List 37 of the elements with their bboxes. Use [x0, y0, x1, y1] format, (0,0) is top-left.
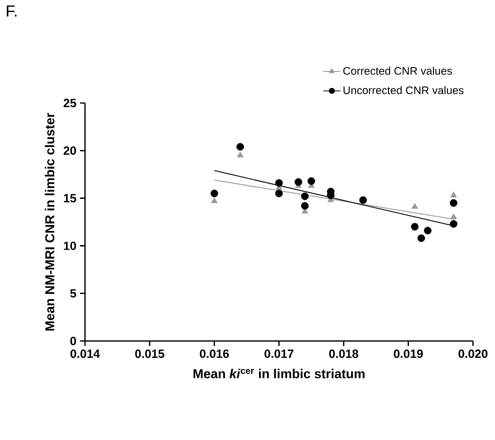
- y-axis-title: Mean NM-MRI CNR in limbic cluster: [44, 112, 54, 331]
- point: [450, 192, 457, 198]
- x-tick-label: 0.014: [70, 350, 100, 358]
- x-tick-label: 0.019: [394, 350, 423, 358]
- point: [275, 190, 283, 198]
- point: [417, 234, 426, 242]
- point: [308, 177, 316, 185]
- point: [236, 152, 244, 158]
- point: [359, 196, 367, 204]
- point: [450, 213, 457, 220]
- point: [236, 143, 244, 151]
- y-tick-label: 20: [64, 146, 76, 155]
- legend-label: Uncorrected CNR values: [344, 86, 464, 94]
- x-axis-title: Mean ki$^{cer}$ in limbic striatum: [194, 368, 365, 378]
- y-tick-label: 10: [64, 242, 76, 250]
- y-tick-label: 0: [70, 336, 76, 346]
- text: F.: [6, 6, 16, 16]
- x-tick-label: 0.020: [458, 350, 488, 358]
- point: [411, 222, 419, 231]
- legend-label: Corrected CNR values: [343, 66, 452, 75]
- point: [211, 197, 218, 204]
- point: [210, 190, 218, 198]
- point: [294, 178, 302, 186]
- x-tick-label: 0.018: [329, 350, 358, 358]
- y-tick-label: 15: [64, 194, 76, 202]
- y-tick-label: 25: [64, 98, 76, 108]
- x-tick-label: 0.016: [200, 350, 229, 358]
- x-tick-label: 0.015: [135, 350, 164, 358]
- point: [301, 192, 309, 200]
- point: [450, 199, 458, 207]
- point: [450, 220, 458, 228]
- point: [411, 202, 418, 209]
- point: [301, 202, 309, 210]
- point: [275, 179, 283, 187]
- x-tick-label: 0.017: [264, 350, 294, 358]
- y-tick-label: 5: [70, 289, 76, 298]
- point: [424, 226, 432, 234]
